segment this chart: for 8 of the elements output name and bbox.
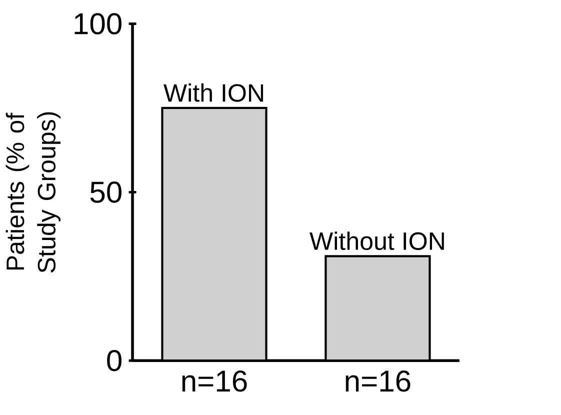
annotation: Without ION: [310, 232, 444, 250]
y-tick-label: 50: [90, 182, 122, 203]
annotation: With ION: [164, 83, 264, 102]
y-tick-label: 0: [107, 350, 122, 372]
y-axis-title: Patients (% of Study Groups): [6, 112, 61, 273]
y-tick-label: 100: [74, 13, 122, 34]
x-tick-label: n=16: [182, 370, 247, 392]
x-tick-label: n=16: [346, 370, 410, 392]
